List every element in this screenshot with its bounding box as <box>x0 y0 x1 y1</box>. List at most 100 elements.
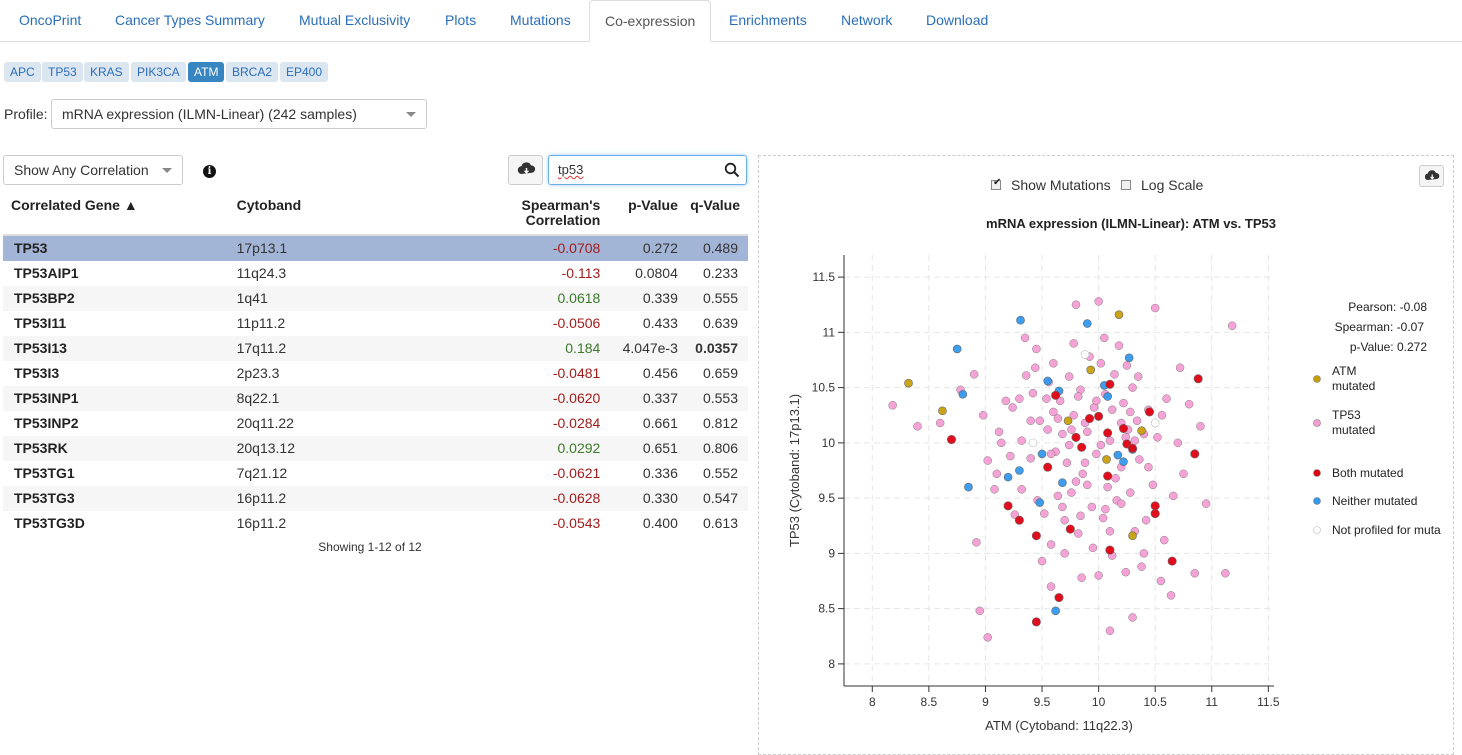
data-point <box>1156 576 1166 586</box>
x-tick-label: 11.5 <box>1257 695 1280 709</box>
correlation-filter-select[interactable]: Show Any Correlation <box>3 155 183 185</box>
profile-select[interactable]: mRNA expression (ILMN-Linear) (242 sampl… <box>51 99 427 129</box>
data-point <box>1043 376 1052 386</box>
log-scale-checkbox[interactable] <box>1121 180 1131 190</box>
tab-mutual-exclusivity[interactable]: Mutual Exclusivity <box>299 12 411 28</box>
column-header-spearman[interactable]: Spearman's Correlation <box>489 194 609 236</box>
gene-pill-pik3ca[interactable]: PIK3CA <box>131 62 186 82</box>
data-point <box>913 422 922 431</box>
download-table-button[interactable] <box>508 155 543 185</box>
cloud-download-icon <box>517 162 536 174</box>
gene-pill-kras[interactable]: KRAS <box>84 62 129 82</box>
info-icon[interactable]: i <box>203 165 216 178</box>
column-header-gene[interactable]: Correlated Gene ▲ <box>3 194 229 236</box>
data-point <box>1166 591 1176 600</box>
data-point <box>1096 440 1106 450</box>
data-point <box>1119 457 1128 466</box>
data-point <box>990 485 999 494</box>
spearman-cell: -0.0708 <box>489 235 609 261</box>
gene-cell: TP53 <box>3 235 229 261</box>
legend-marker <box>1313 469 1321 477</box>
y-tick-label: 10.5 <box>812 381 836 395</box>
tab-enrichments[interactable]: Enrichments <box>729 12 807 28</box>
data-point <box>958 389 968 399</box>
table-row[interactable]: TP53TG3 16p11.2 -0.0628 0.330 0.547 <box>3 486 748 511</box>
data-point <box>1105 545 1115 555</box>
tab-download[interactable]: Download <box>926 12 989 28</box>
tab-mutations[interactable]: Mutations <box>510 12 571 28</box>
gene-search-input[interactable]: tp53 <box>548 155 747 185</box>
tab-oncoprint[interactable]: OncoPrint <box>19 12 82 28</box>
cytoband-cell: 16p11.2 <box>228 486 490 511</box>
data-point <box>1103 482 1112 492</box>
download-plot-button[interactable] <box>1419 165 1444 187</box>
data-point <box>1150 509 1160 519</box>
y-tick-label: 9 <box>828 546 835 560</box>
data-point <box>1153 433 1162 442</box>
table-row[interactable]: TP53TG3D 16p11.2 -0.0543 0.400 0.613 <box>3 511 748 536</box>
spearman-cell: -0.0481 <box>552 365 601 381</box>
table-row[interactable]: TP53I3 2p23.3 -0.0481 0.456 0.659 <box>3 361 748 386</box>
legend-label: ATM <box>1332 364 1356 378</box>
qvalue-cell: 0.552 <box>702 465 738 481</box>
tab-cancer-types-summary[interactable]: Cancer Types Summary <box>115 12 265 28</box>
data-point <box>1103 471 1113 481</box>
stat-label: p-Value: 0.272 <box>1350 340 1427 354</box>
search-icon[interactable] <box>724 162 740 178</box>
data-point <box>1077 573 1086 582</box>
data-point <box>1160 535 1169 545</box>
table-row[interactable]: TP53I11 11p11.2 -0.0506 0.433 0.639 <box>3 311 748 336</box>
data-point <box>1071 432 1081 442</box>
data-point <box>1173 438 1183 448</box>
tab-network[interactable]: Network <box>841 12 893 28</box>
legend-label: mutated <box>1332 379 1375 393</box>
tab-co-expression[interactable]: Co-expression <box>589 0 711 42</box>
column-header-pvalue[interactable]: p-Value <box>608 194 686 236</box>
table-row[interactable]: TP53INP2 20q11.22 -0.0284 0.661 0.812 <box>3 411 748 436</box>
column-header-qvalue[interactable]: q-Value <box>685 194 748 236</box>
data-point <box>1150 501 1160 511</box>
gene-pill-apc[interactable]: APC <box>4 62 41 82</box>
data-point <box>1053 414 1063 423</box>
data-point <box>1103 392 1112 401</box>
pvalue-cell: 0.330 <box>608 486 686 511</box>
gene-search-value: tp53 <box>558 162 584 177</box>
data-point <box>969 370 979 379</box>
data-point <box>1049 407 1058 417</box>
cytoband-cell: 20q11.22 <box>236 415 294 431</box>
table-row[interactable]: TP53INP1 8q22.1 -0.0620 0.337 0.553 <box>3 386 748 411</box>
data-point <box>1076 511 1085 521</box>
data-point <box>1043 425 1052 434</box>
gene-cell: TP53AIP1 <box>14 265 79 281</box>
data-point <box>1092 396 1101 406</box>
data-point <box>1144 462 1153 472</box>
table-row[interactable]: TP53BP2 1q41 0.0618 0.339 0.555 <box>3 286 748 311</box>
gene-pill-brca2[interactable]: BRCA2 <box>226 62 279 82</box>
gene-pill-ep400[interactable]: EP400 <box>280 62 329 82</box>
table-row[interactable]: TP53AIP1 11q24.3 -0.113 0.0804 0.233 <box>3 261 748 286</box>
data-point <box>1145 407 1155 417</box>
data-point <box>1128 531 1137 541</box>
data-point <box>1006 451 1015 461</box>
data-point <box>997 438 1006 448</box>
table-row[interactable]: TP53RK 20q13.12 0.0292 0.651 0.806 <box>3 436 748 461</box>
data-point <box>1126 488 1135 497</box>
show-mutations-checkbox[interactable]: ✔ <box>991 177 1001 190</box>
data-point <box>1196 422 1205 431</box>
gene-pill-tp53[interactable]: TP53 <box>42 62 83 82</box>
data-point <box>1064 440 1074 450</box>
gene-pill-atm[interactable]: ATM <box>188 62 225 82</box>
tab-plots[interactable]: Plots <box>445 12 477 28</box>
cytoband-cell: 2p23.3 <box>236 365 280 381</box>
data-point <box>1114 341 1124 350</box>
data-point <box>1100 333 1109 343</box>
data-point <box>1020 333 1030 343</box>
table-row[interactable]: TP53 17p13.1 -0.0708 0.272 0.489 <box>3 235 748 261</box>
spearman-cell: -0.113 <box>561 265 601 281</box>
table-row[interactable]: TP53I13 17q11.2 0.184 4.047e-3 0.0357 <box>3 336 748 361</box>
column-header-cytoband[interactable]: Cytoband <box>228 194 490 236</box>
correlation-table: Correlated Gene ▲ Cytoband Spearman's Co… <box>3 194 748 536</box>
table-row[interactable]: TP53TG1 7q21.12 -0.0621 0.336 0.552 <box>3 461 748 486</box>
pvalue-cell: 0.456 <box>642 365 678 381</box>
data-point <box>1035 416 1044 425</box>
